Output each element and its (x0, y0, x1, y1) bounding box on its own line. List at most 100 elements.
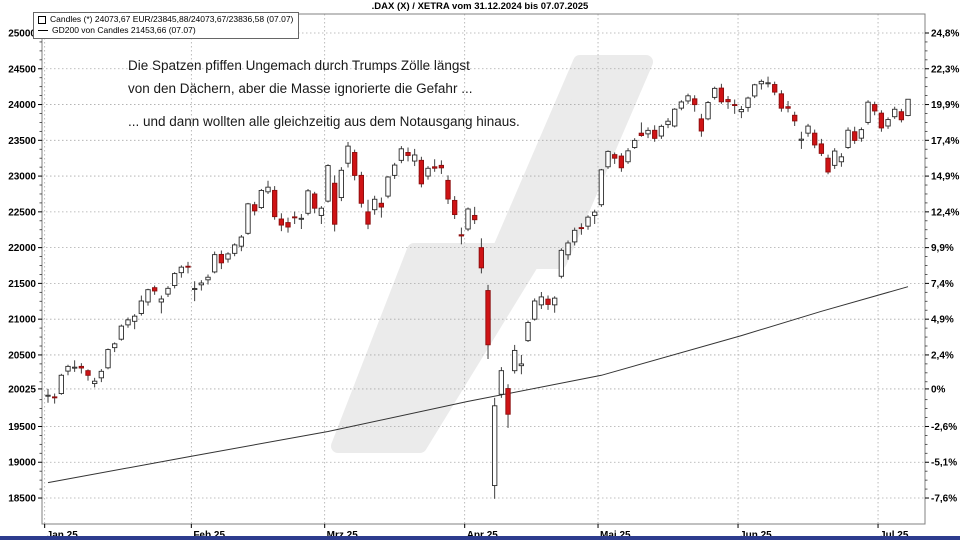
y-axis-price-label: 25000 (8, 29, 36, 40)
candle (225, 252, 231, 263)
candle (125, 317, 131, 328)
y-axis-percent-label: -2,6% (931, 422, 957, 433)
candle (492, 397, 498, 499)
y-axis-percent-label: 7,4% (931, 279, 954, 290)
candle (372, 195, 378, 215)
gd200-line (47, 286, 909, 484)
candle (652, 125, 658, 142)
candle (238, 235, 244, 252)
candle (592, 209, 598, 225)
candle (898, 108, 905, 123)
candle (505, 384, 511, 428)
candle (585, 215, 591, 230)
candle (298, 213, 304, 230)
candle (545, 295, 551, 310)
candle (712, 86, 718, 100)
candle (772, 81, 778, 96)
candle (285, 217, 291, 233)
x-axis-month-label: Apr 25 (467, 530, 499, 536)
y-axis-price-label: 20025 (8, 384, 36, 395)
candle (725, 95, 731, 109)
y-axis-percent-label: 22,3% (931, 64, 959, 75)
candle (818, 138, 825, 157)
candle (665, 118, 671, 129)
y-axis-price-label: 21000 (8, 315, 36, 326)
candle (552, 296, 558, 313)
plot-frame (41, 13, 926, 525)
candle (805, 123, 811, 137)
candle (425, 166, 431, 180)
candle (412, 148, 418, 167)
y-axis-price-label: 19000 (8, 458, 36, 469)
candle (192, 281, 198, 302)
footer-bar (0, 536, 960, 540)
candle (832, 148, 838, 169)
candle (85, 369, 91, 381)
candle (78, 363, 84, 374)
candle (205, 274, 211, 285)
candle (658, 124, 665, 139)
candle (865, 100, 871, 125)
candle (758, 79, 765, 90)
candle (332, 175, 338, 232)
candle (632, 138, 638, 149)
candle (478, 238, 485, 274)
candle (278, 213, 284, 232)
candle (272, 186, 278, 220)
x-axis-month-label: Jan 25 (47, 530, 79, 536)
y-axis-price-label: 22500 (8, 207, 36, 218)
candle (598, 168, 605, 207)
candle (105, 348, 111, 370)
candle (452, 196, 458, 220)
y-axis-percent-label: 0% (931, 384, 946, 395)
minor-ticks (39, 41, 928, 490)
y-axis-price-label: 23000 (8, 172, 36, 183)
x-axis-month-label: Feb 25 (193, 530, 225, 536)
candle (678, 100, 685, 111)
candle (765, 76, 771, 88)
candle (485, 284, 491, 359)
legend-row-candles: Candles (*) 24073,67 EUR/23845,88/24073,… (38, 14, 293, 25)
x-axis-month-label: Jun 25 (740, 530, 772, 536)
candle (558, 248, 565, 279)
candle (738, 105, 745, 119)
candle (612, 152, 618, 164)
candle (445, 175, 451, 204)
candle (338, 167, 344, 202)
candle (872, 101, 878, 116)
candle (732, 99, 738, 114)
candle (292, 211, 298, 225)
candle (845, 127, 851, 149)
candle (812, 129, 818, 149)
candle (398, 146, 405, 164)
y-axis-price-label: 19500 (8, 422, 36, 433)
candle (698, 113, 705, 137)
candle (472, 206, 478, 225)
candle (92, 377, 98, 388)
y-axis-percent-label: 12,4% (931, 207, 959, 218)
candle (618, 153, 625, 172)
candle (232, 243, 238, 257)
candle (145, 288, 151, 306)
candles-layer (45, 76, 911, 499)
candle (672, 108, 678, 128)
candle (718, 83, 725, 104)
legend-candles-label: Candles (*) 24073,67 EUR/23845,88/24073,… (50, 14, 294, 24)
y-axis-percent-label: 17,4% (931, 136, 959, 147)
candle (158, 295, 164, 314)
candle (305, 188, 311, 216)
candle (792, 111, 798, 127)
y-axis-price-label: 24500 (8, 64, 36, 75)
candle (212, 251, 218, 274)
candle (885, 117, 891, 129)
y-axis-percent-label: 2,4% (931, 350, 954, 361)
candle (65, 364, 71, 376)
candle (705, 100, 711, 121)
candle (685, 93, 691, 104)
candle (258, 188, 264, 209)
candle (778, 90, 785, 112)
y-axis-percent-label: 9,9% (931, 243, 954, 254)
candle (218, 250, 224, 270)
candle (852, 126, 858, 144)
candle (525, 320, 531, 343)
